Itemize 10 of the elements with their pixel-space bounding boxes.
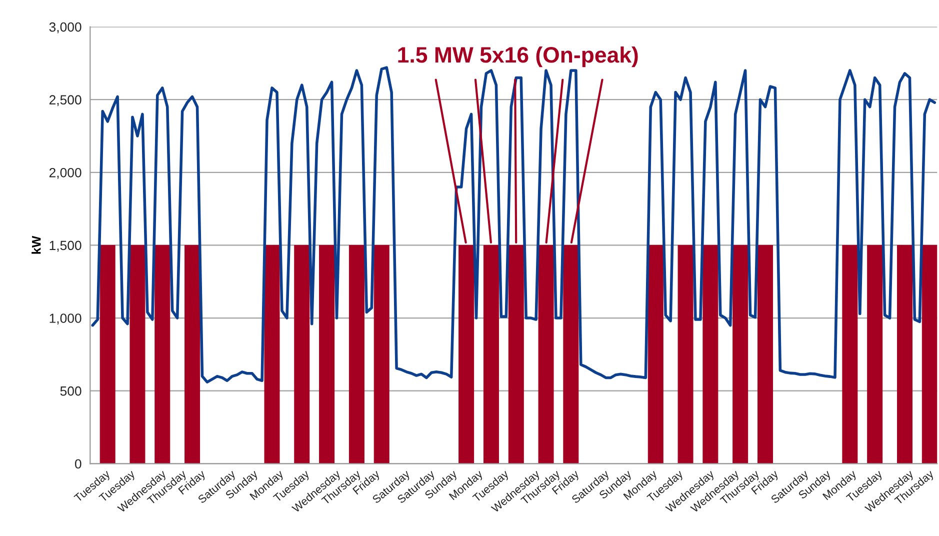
y-tick-label: 0 (74, 459, 82, 469)
y-tick-label: 2,500 (49, 95, 82, 106)
y-tick-label: 1,500 (50, 240, 82, 252)
y-tick-label: 2,000 (49, 168, 82, 179)
y-tick-label: 1,000 (50, 314, 82, 324)
y-tick-label: 500 (60, 386, 82, 396)
y-axis-title: kW (32, 236, 41, 254)
y-tick-label: 3,000 (49, 22, 82, 34)
annotation: 1.5 MW 5x16 (On-peak) (398, 46, 638, 68)
line-series (91, 66, 936, 384)
